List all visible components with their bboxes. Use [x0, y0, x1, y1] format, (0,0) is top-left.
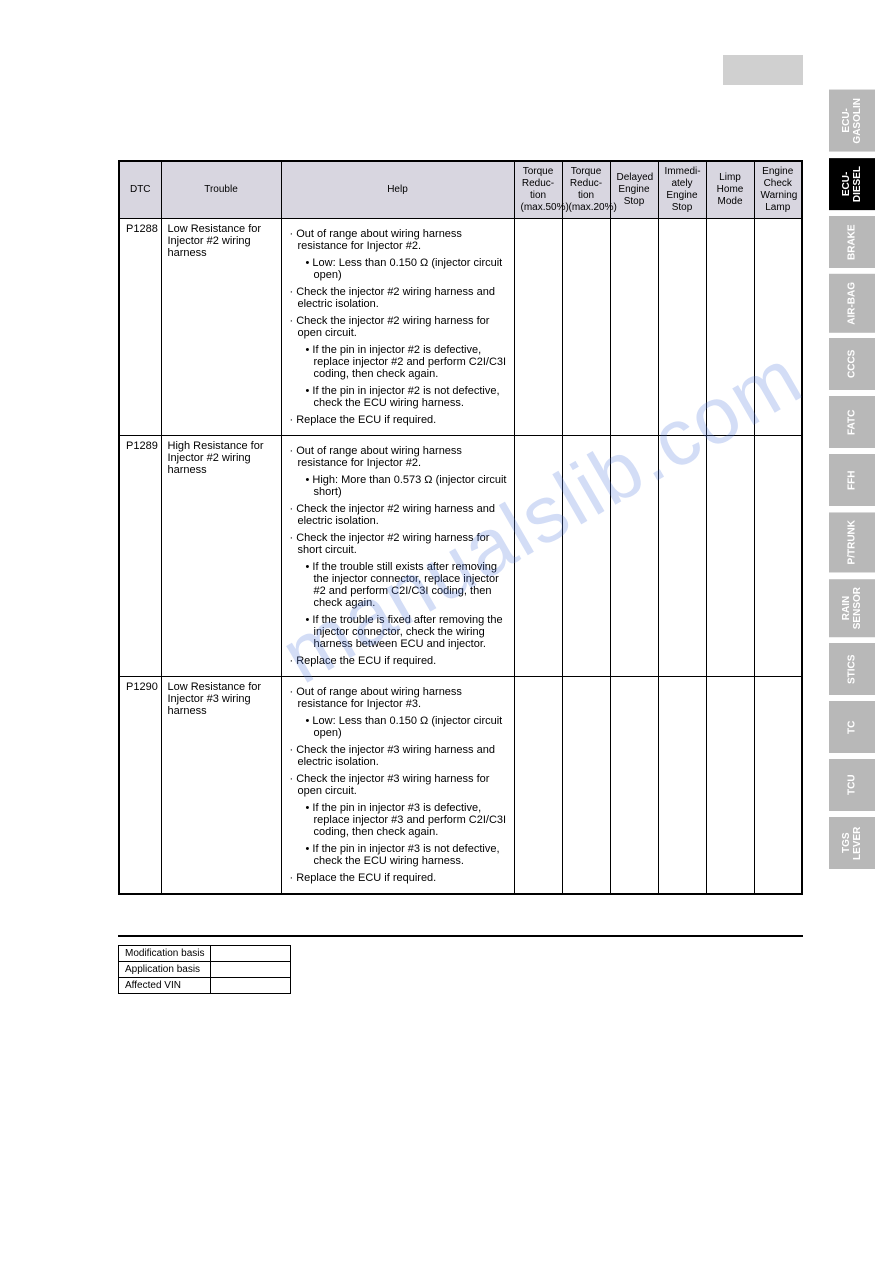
col-header-6: Immedi-ately Engine Stop [658, 161, 706, 219]
help-line: · Replace the ECU if required. [288, 655, 508, 667]
help-line: · Out of range about wiring harness resi… [288, 445, 508, 469]
side-tab-3[interactable]: AIR-BAG [829, 274, 875, 333]
side-tab-7[interactable]: P/TRUNK [829, 512, 875, 572]
dtc-cell: P1290 [119, 677, 161, 895]
side-tab-11[interactable]: TCU [829, 759, 875, 811]
footer-row: Application basis [119, 962, 291, 978]
content: DTCTroubleHelpTorque Reduc-tion (max.50%… [118, 160, 803, 895]
side-tab-10[interactable]: TC [829, 701, 875, 753]
trouble-cell: Low Resistance for Injector #3 wiring ha… [161, 677, 281, 895]
help-line: · Check the injector #2 wiring harness a… [288, 286, 508, 310]
dtc-cell: P1289 [119, 436, 161, 677]
flag-cell-1 [562, 219, 610, 436]
footer-value [211, 978, 291, 994]
col-header-1: Trouble [161, 161, 281, 219]
side-tab-9[interactable]: STICS [829, 643, 875, 695]
help-line: • If the pin in injector #3 is defective… [306, 802, 508, 838]
table-row: P1288Low Resistance for Injector #2 wiri… [119, 219, 802, 436]
footer-divider [118, 935, 803, 937]
help-line: · Check the injector #3 wiring harness a… [288, 744, 508, 768]
flag-cell-0 [514, 436, 562, 677]
flag-cell-5 [754, 436, 802, 677]
help-line: • High: More than 0.573 Ω (injector circ… [306, 474, 508, 498]
help-line: · Out of range about wiring harness resi… [288, 228, 508, 252]
table-row: P1289High Resistance for Injector #2 wir… [119, 436, 802, 677]
side-tab-2[interactable]: BRAKE [829, 216, 875, 268]
flag-cell-2 [610, 219, 658, 436]
flag-cell-3 [658, 219, 706, 436]
help-line: • If the trouble still exists after remo… [306, 561, 508, 609]
col-header-5: Delayed Engine Stop [610, 161, 658, 219]
flag-cell-4 [706, 219, 754, 436]
help-cell: · Out of range about wiring harness resi… [281, 677, 514, 895]
flag-cell-0 [514, 219, 562, 436]
footer-label: Modification basis [119, 946, 211, 962]
help-line: · Check the injector #2 wiring harness f… [288, 532, 508, 556]
help-line: · Out of range about wiring harness resi… [288, 686, 508, 710]
side-tab-1[interactable]: ECU- DIESEL [829, 158, 875, 210]
footer-row: Affected VIN [119, 978, 291, 994]
flag-cell-3 [658, 436, 706, 677]
header-gray-box [723, 55, 803, 85]
side-tab-6[interactable]: FFH [829, 454, 875, 506]
flag-cell-1 [562, 436, 610, 677]
help-line: · Replace the ECU if required. [288, 414, 508, 426]
dtc-cell: P1288 [119, 219, 161, 436]
help-line: • If the pin in injector #2 is defective… [306, 344, 508, 380]
side-tab-0[interactable]: ECU- GASOLIN [829, 90, 875, 152]
col-header-3: Torque Reduc-tion (max.50%) [514, 161, 562, 219]
help-line: • If the pin in injector #2 is not defec… [306, 385, 508, 409]
flag-cell-2 [610, 677, 658, 895]
table-row: P1290Low Resistance for Injector #3 wiri… [119, 677, 802, 895]
side-tab-12[interactable]: TGS LEVER [829, 817, 875, 869]
help-line: · Check the injector #2 wiring harness a… [288, 503, 508, 527]
footer-label: Application basis [119, 962, 211, 978]
help-line: · Check the injector #2 wiring harness f… [288, 315, 508, 339]
footer-row: Modification basis [119, 946, 291, 962]
help-cell: · Out of range about wiring harness resi… [281, 436, 514, 677]
footer-label: Affected VIN [119, 978, 211, 994]
help-line: · Check the injector #3 wiring harness f… [288, 773, 508, 797]
help-line: • Low: Less than 0.150 Ω (injector circu… [306, 715, 508, 739]
flag-cell-5 [754, 219, 802, 436]
side-tab-8[interactable]: RAIN SENSOR [829, 579, 875, 637]
help-line: • If the trouble is fixed after removing… [306, 614, 508, 650]
flag-cell-0 [514, 677, 562, 895]
side-tab-5[interactable]: FATC [829, 396, 875, 448]
col-header-4: Torque Reduc-tion (max.20%) [562, 161, 610, 219]
flag-cell-3 [658, 677, 706, 895]
side-tab-4[interactable]: CCCS [829, 338, 875, 390]
help-cell: · Out of range about wiring harness resi… [281, 219, 514, 436]
help-line: · Replace the ECU if required. [288, 872, 508, 884]
footer-table: Modification basisApplication basisAffec… [118, 945, 291, 994]
trouble-cell: High Resistance for Injector #2 wiring h… [161, 436, 281, 677]
side-tabs: ECU- GASOLIN ECU- DIESEL BRAKE AIR-BAG CCCS F… [829, 90, 875, 869]
col-header-0: DTC [119, 161, 161, 219]
col-header-7: Limp Home Mode [706, 161, 754, 219]
flag-cell-4 [706, 677, 754, 895]
col-header-2: Help [281, 161, 514, 219]
flag-cell-5 [754, 677, 802, 895]
help-line: • Low: Less than 0.150 Ω (injector circu… [306, 257, 508, 281]
col-header-8: Engine Check Warning Lamp [754, 161, 802, 219]
dtc-table: DTCTroubleHelpTorque Reduc-tion (max.50%… [118, 160, 803, 895]
flag-cell-4 [706, 436, 754, 677]
footer-value [211, 962, 291, 978]
flag-cell-1 [562, 677, 610, 895]
flag-cell-2 [610, 436, 658, 677]
help-line: • If the pin in injector #3 is not defec… [306, 843, 508, 867]
trouble-cell: Low Resistance for Injector #2 wiring ha… [161, 219, 281, 436]
footer-value [211, 946, 291, 962]
